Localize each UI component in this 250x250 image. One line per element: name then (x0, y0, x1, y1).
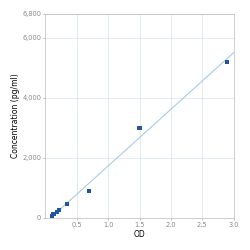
Point (57, 208, 61, 212)
Point (225, 60, 229, 64)
Point (65, 202, 69, 206)
Point (52, 212, 56, 216)
X-axis label: OD: OD (134, 230, 145, 239)
Point (138, 126, 141, 130)
Point (55, 210, 59, 214)
Point (87, 189, 91, 193)
Y-axis label: Concentration (pg/ml): Concentration (pg/ml) (11, 73, 20, 158)
Point (50, 214, 54, 218)
